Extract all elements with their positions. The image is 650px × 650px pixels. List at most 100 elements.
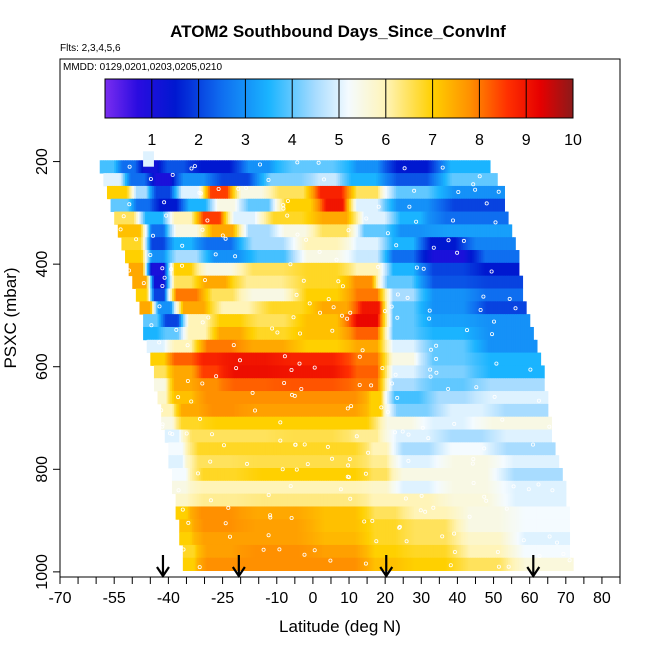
heatmap-cell: [258, 262, 262, 277]
heatmap-cell: [318, 250, 321, 264]
heatmap-cell: [361, 326, 365, 341]
heatmap-cell: [139, 237, 142, 251]
heatmap-cell: [385, 378, 388, 392]
heatmap-cell: [540, 403, 543, 418]
heatmap-cell: [343, 391, 347, 405]
heatmap-cell: [155, 237, 159, 251]
heatmap-cell: [153, 224, 157, 238]
heatmap-cell: [359, 185, 363, 200]
heatmap-cell: [462, 391, 466, 405]
heatmap-cell: [161, 301, 164, 315]
heatmap-cell: [419, 237, 422, 251]
heatmap-cell: [399, 211, 403, 225]
heatmap-cell: [426, 185, 430, 200]
heatmap-cell: [193, 250, 197, 264]
heatmap-cell: [294, 339, 298, 354]
heatmap-cell: [186, 262, 189, 277]
heatmap-cell: [423, 237, 426, 251]
heatmap-cell: [240, 403, 244, 418]
heatmap-cell: [229, 211, 233, 225]
heatmap-cell: [247, 391, 251, 405]
heatmap-cell: [520, 442, 524, 456]
heatmap-cell: [352, 391, 356, 405]
heatmap-cell: [468, 326, 471, 341]
heatmap-cell: [220, 185, 224, 200]
heatmap-cell: [200, 339, 204, 354]
heatmap-cell: [338, 211, 341, 225]
heatmap-cell: [462, 185, 466, 200]
heatmap-cell: [123, 160, 126, 174]
heatmap-cell: [137, 211, 141, 225]
heatmap-cell: [240, 352, 244, 366]
heatmap-cell: [269, 262, 272, 277]
heatmap-cell: [208, 160, 211, 174]
heatmap-cell: [352, 403, 356, 418]
heatmap-cell: [220, 173, 224, 187]
heatmap-cell: [462, 365, 466, 379]
heatmap-cell: [484, 391, 487, 405]
heatmap-cell: [350, 185, 354, 200]
heatmap-cell: [211, 416, 215, 430]
heatmap-cell: [439, 262, 442, 277]
heatmap-cell: [461, 185, 464, 200]
heatmap-cell: [338, 403, 341, 418]
heatmap-cell: [408, 237, 412, 251]
heatmap-cell: [170, 391, 173, 405]
heatmap-cell: [296, 314, 300, 328]
heatmap-cell: [159, 352, 162, 366]
heatmap-cell: [497, 391, 500, 405]
heatmap-cell: [517, 314, 520, 328]
heatmap-cell: [150, 237, 153, 251]
heatmap-cell: [164, 275, 168, 289]
heatmap-cell: [258, 173, 262, 187]
heatmap-cell: [318, 301, 321, 315]
heatmap-cell: [433, 173, 437, 187]
heatmap-cell: [488, 314, 491, 328]
heatmap-cell: [379, 442, 383, 456]
heatmap-cell: [526, 416, 529, 430]
heatmap-cell: [228, 198, 231, 212]
heatmap-cell: [397, 262, 401, 277]
heatmap-cell: [298, 442, 301, 456]
heatmap-cell: [358, 198, 361, 212]
heatmap-cell: [179, 442, 182, 456]
heatmap-cell: [450, 160, 453, 174]
heatmap-cell: [477, 250, 480, 264]
heatmap-cell: [318, 185, 321, 200]
heatmap-cell: [358, 326, 361, 341]
heatmap-cell: [468, 339, 471, 354]
heatmap-cell: [256, 237, 260, 251]
heatmap-cell: [421, 237, 424, 251]
heatmap-cell: [325, 352, 328, 366]
heatmap-cell: [513, 288, 516, 302]
heatmap-cell: [213, 429, 216, 443]
heatmap-cell: [228, 237, 231, 251]
heatmap-cell: [177, 160, 180, 174]
heatmap-cell: [179, 224, 182, 238]
heatmap-cell: [278, 352, 281, 366]
heatmap-cell: [520, 378, 524, 392]
heatmap-cell: [191, 326, 195, 341]
heatmap-cell: [325, 416, 328, 430]
heatmap-cell: [228, 429, 231, 443]
heatmap-cell: [455, 326, 459, 341]
heatmap-cell: [452, 288, 455, 302]
heatmap-cell: [482, 173, 486, 187]
heatmap-cell: [410, 211, 413, 225]
heatmap-cell: [515, 314, 518, 328]
heatmap-cell: [423, 275, 426, 289]
heatmap-cell: [231, 326, 235, 341]
heatmap-cell: [412, 365, 415, 379]
heatmap-cell: [385, 365, 388, 379]
heatmap-cell: [349, 262, 352, 277]
heatmap-cell: [464, 365, 468, 379]
heatmap-cell: [491, 365, 495, 379]
heatmap-cell: [446, 378, 449, 392]
heatmap-cell: [303, 442, 307, 456]
heatmap-cell: [517, 288, 520, 302]
heatmap-cell: [224, 416, 227, 430]
heatmap-cell: [394, 339, 397, 354]
heatmap-cell: [206, 198, 209, 212]
heatmap-cell: [184, 455, 188, 469]
heatmap-cell: [332, 250, 336, 264]
